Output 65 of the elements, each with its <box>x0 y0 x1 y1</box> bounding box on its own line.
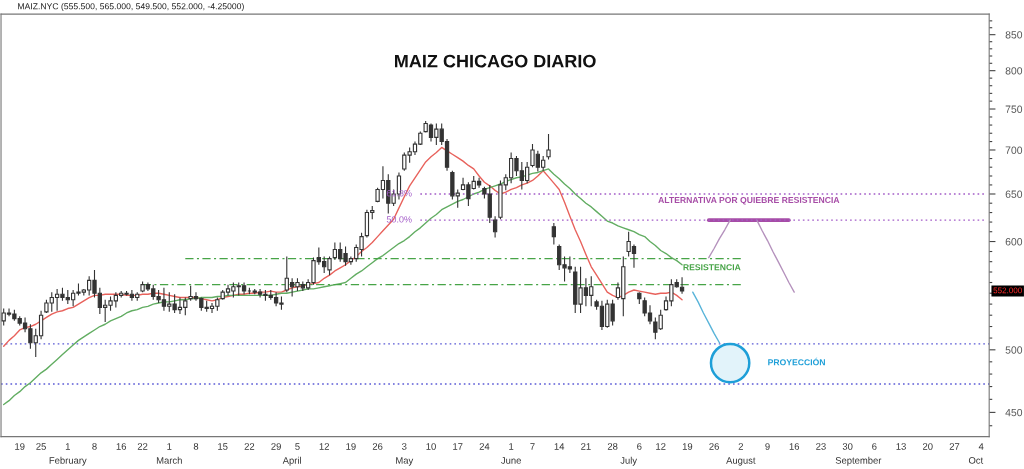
x-tick-label: 29 <box>271 443 281 450</box>
y-tick-label: 850 <box>1005 31 1023 39</box>
text: PROYECCIÓN <box>768 357 825 366</box>
x-tick-label: 8 <box>193 443 199 450</box>
x-tick-label: 30 <box>842 443 853 450</box>
x-tick-label: 12 <box>656 443 666 450</box>
x-tick-label: 1 June <box>501 443 521 464</box>
x-tick-label: 15 <box>218 443 228 450</box>
candlestick <box>546 133 551 160</box>
y-tick-label: 800 <box>1005 67 1023 75</box>
x-tick-label: 6 <box>637 443 642 450</box>
text: MAIZ CHICAGO DIARIO <box>395 54 596 68</box>
x-tick-label: 12 <box>319 443 329 450</box>
candlestick <box>637 291 642 305</box>
x-tick-label: 19 <box>682 443 693 450</box>
x-tick-label: 13 <box>896 443 906 450</box>
x-tick-label: 20 <box>922 443 933 450</box>
text: MAIZ.NYC (555.500, 565.000, 549.500, 552.000, -4.25000) <box>18 2 244 12</box>
x-tick-label: 22 <box>137 443 148 450</box>
x-tick-label: 19 <box>15 443 25 450</box>
x-tick-label: 8 <box>92 443 97 450</box>
x-tick-label: 21 <box>581 443 591 450</box>
x-tick-label: 5 <box>295 443 300 450</box>
x-tick-label: 17 <box>453 443 463 450</box>
candlestick <box>492 215 498 239</box>
x-tick-label: 24 <box>479 443 490 450</box>
text: ALTERNATIVA POR QUIEBRE RESISTENCIA <box>658 196 840 205</box>
x-tick-label: April <box>282 456 301 466</box>
line-series <box>692 291 721 344</box>
line-series <box>756 219 795 293</box>
y-tick-label: 450 <box>1005 408 1023 417</box>
candlestick <box>679 276 685 295</box>
x-tick-label: 7 <box>530 443 535 450</box>
y-tick-label: 650 <box>1005 190 1023 198</box>
x-tick-label: Oct <box>968 457 984 464</box>
x-tick-label: 1 March <box>156 443 182 464</box>
line-series <box>708 219 731 259</box>
y-tick-label: 600 <box>1005 238 1023 246</box>
x-tick-label: 23 <box>816 443 826 450</box>
x-tick-label: 14 <box>554 443 565 450</box>
x-tick-label: 2 August <box>726 443 756 466</box>
x-tick-label: 26 <box>372 443 383 450</box>
y-tick-label: 500 <box>1005 346 1023 354</box>
x-tick-label: 22 <box>244 443 255 450</box>
y-tick-label: 700 <box>1005 146 1023 154</box>
x-tick-label: 26 <box>709 443 719 450</box>
x-tick-label: 25 <box>36 443 46 450</box>
x-tick-label: 6 <box>872 443 877 450</box>
x-tick-label: 9 <box>765 443 770 450</box>
x-tick-label: 3 May <box>396 443 414 466</box>
x-tick-label: 28 <box>607 443 618 450</box>
text: 552.000 <box>993 287 1022 294</box>
x-tick-label: 10 <box>426 443 436 450</box>
candlestick <box>332 241 338 261</box>
x-tick-label: September <box>835 456 882 466</box>
x-tick-label: July <box>620 456 638 466</box>
series-label: RESISTENCIA <box>683 264 741 271</box>
x-tick-label: 1 February <box>49 443 87 466</box>
x-tick-label: 27 <box>949 443 960 450</box>
candlestick <box>551 222 557 246</box>
x-tick-label: 16 <box>789 443 800 450</box>
x-tick-label: 4 <box>978 443 984 450</box>
y-tick-label: 750 <box>1005 105 1023 113</box>
x-tick-label: 19 <box>346 443 356 450</box>
x-tick-label: 16 <box>116 443 127 450</box>
